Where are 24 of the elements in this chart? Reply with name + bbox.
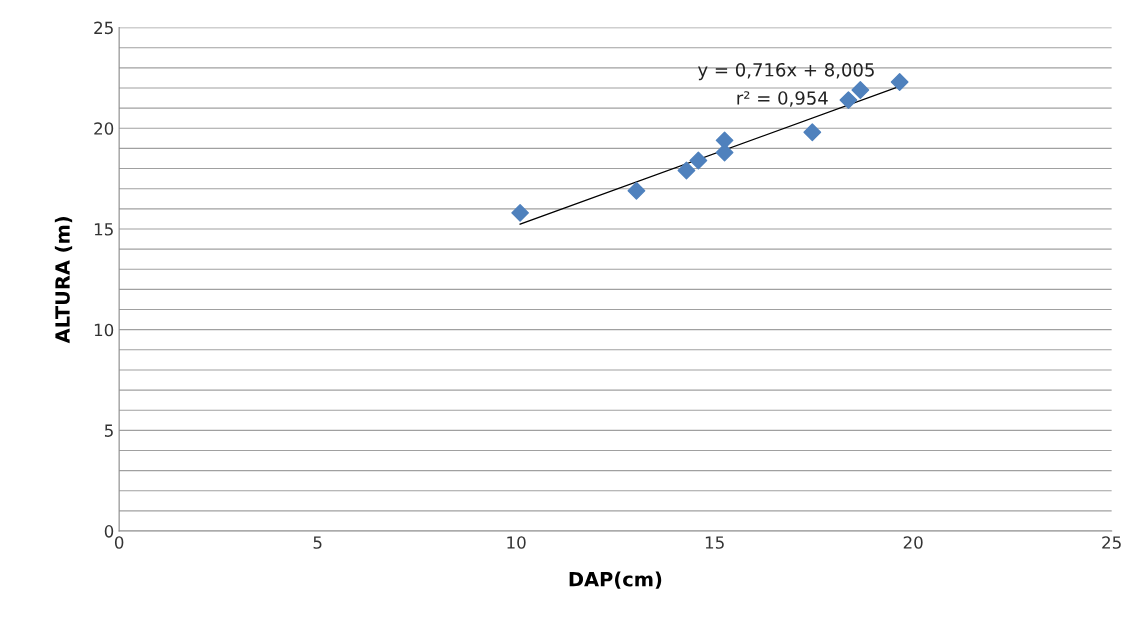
x-tick-label: 20 bbox=[903, 536, 923, 549]
point bbox=[803, 123, 822, 142]
annotation: y = 0,716x + 8,005 bbox=[698, 62, 874, 81]
point bbox=[851, 81, 870, 99]
x-tick-label: 5 bbox=[313, 536, 322, 549]
annotation: r² = 0,954 bbox=[737, 91, 828, 107]
point bbox=[627, 181, 646, 200]
y-tick-label: 10 bbox=[94, 323, 114, 337]
x-tick-label: 10 bbox=[507, 536, 526, 549]
point bbox=[689, 151, 708, 170]
y-tick-label: 20 bbox=[94, 122, 114, 135]
point bbox=[677, 161, 696, 180]
point bbox=[890, 73, 909, 91]
point bbox=[839, 91, 858, 110]
x-tick-label: 15 bbox=[705, 536, 724, 549]
y-tick-label: 15 bbox=[94, 223, 113, 236]
y-axis-title: ALTURA (m) bbox=[54, 216, 73, 344]
y-tick-label: 5 bbox=[104, 424, 113, 437]
y-tick-label: 25 bbox=[94, 21, 113, 35]
x-axis-title: DAP(cm) bbox=[569, 571, 662, 589]
point bbox=[511, 203, 530, 222]
y-tick-label: 0 bbox=[104, 525, 114, 538]
x-tick-label: 0 bbox=[114, 536, 124, 549]
x-tick-label: 25 bbox=[1102, 536, 1121, 549]
